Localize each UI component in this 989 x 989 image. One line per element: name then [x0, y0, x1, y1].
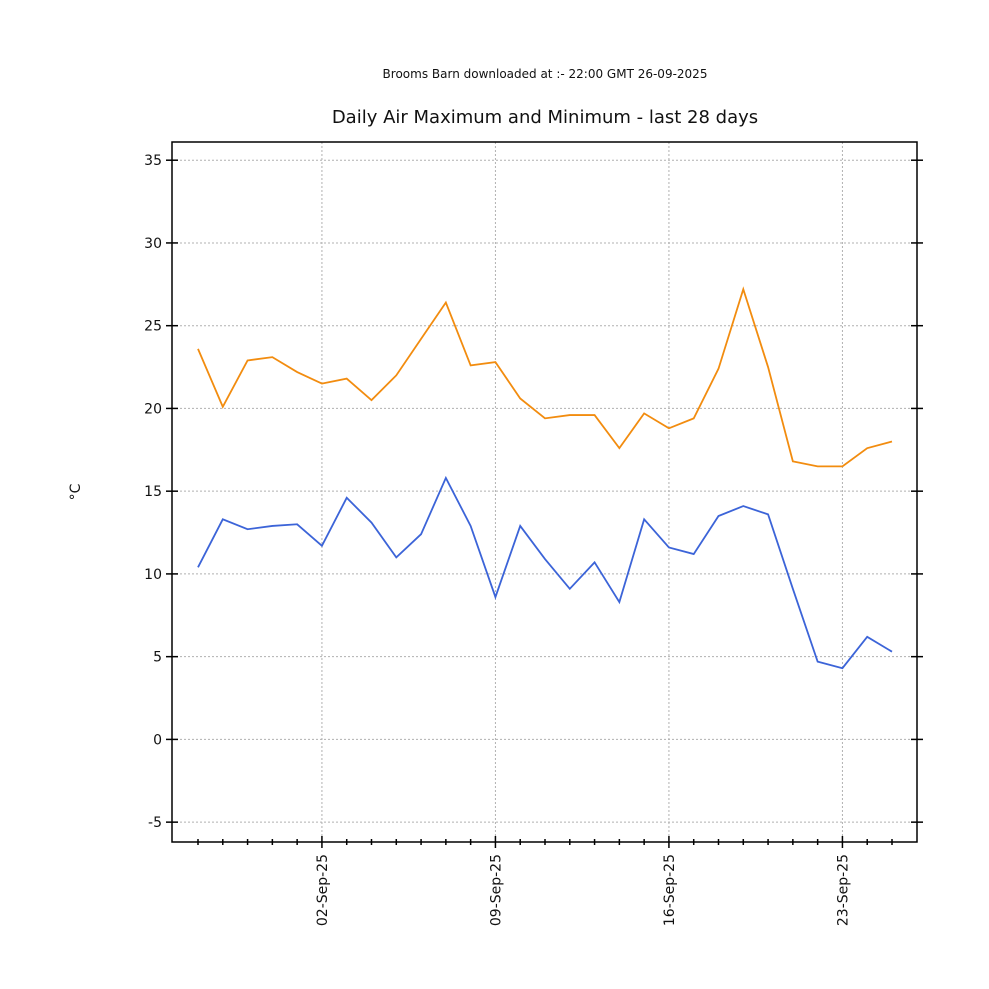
y-tick-label: 35: [144, 153, 162, 169]
line-series: [197, 286, 893, 468]
x-tick-label: 23-Sep-25: [835, 854, 851, 926]
plot-frame: [171, 141, 918, 843]
y-tick-label: 5: [153, 650, 162, 666]
y-tick-label: 30: [144, 236, 162, 252]
x-tick-label: 02-Sep-25: [315, 854, 331, 926]
y-tick-label: -5: [148, 815, 162, 831]
y-tick-label: 0: [153, 732, 162, 748]
chart-subtitle: Brooms Barn downloaded at :- 22:00 GMT 2…: [383, 67, 708, 81]
y-axis-label: °C: [68, 483, 84, 500]
x-tick-label: 09-Sep-25: [488, 854, 504, 926]
line-series: [197, 475, 893, 670]
y-tick-label: 20: [144, 401, 162, 417]
x-tick-label: 16-Sep-25: [662, 854, 678, 926]
chart-title: Daily Air Maximum and Minimum - last 28 …: [332, 107, 758, 128]
y-tick-label: 10: [144, 567, 162, 583]
y-tick-label: 15: [144, 484, 162, 500]
y-tick-label: 25: [144, 319, 162, 335]
